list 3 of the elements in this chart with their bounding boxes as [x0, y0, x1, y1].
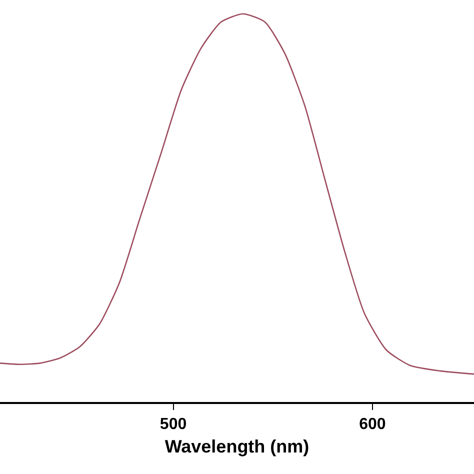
x-tick-label: 500	[160, 416, 187, 433]
x-axis-title: Wavelength (nm)	[164, 436, 310, 457]
x-tick-label: 600	[359, 416, 386, 433]
